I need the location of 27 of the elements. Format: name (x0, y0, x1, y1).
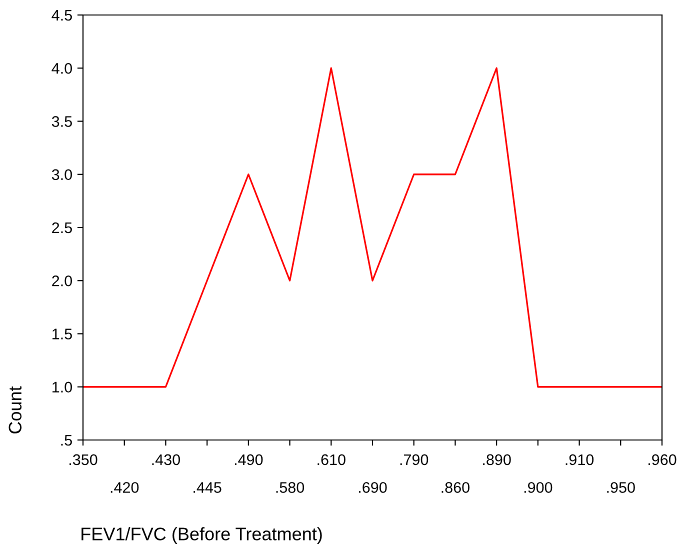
x-tick-label: .430 (152, 454, 180, 466)
x-tick-label: .790 (400, 454, 428, 466)
x-tick-label: .690 (359, 482, 387, 493)
x-tick-label: .610 (318, 454, 346, 466)
y-tick-label: 1.5 (52, 328, 72, 340)
y-axis-title: Count (8, 386, 22, 434)
x-axis-title: FEV1/FVC (Before Treatment) (82, 527, 322, 544)
x-tick-label: .890 (483, 454, 511, 466)
y-tick-label: 4.0 (52, 62, 72, 74)
y-tick-label: 3.0 (52, 169, 72, 180)
y-tick-label: 1.0 (52, 382, 72, 393)
x-tick-label: .960 (648, 454, 676, 466)
x-tick-label: .910 (566, 454, 594, 466)
x-tick-label: .420 (110, 482, 139, 493)
x-tick-label: .580 (276, 482, 304, 493)
y-tick-label: 2.0 (52, 275, 72, 286)
x-tick-label: .950 (607, 482, 635, 493)
x-tick-label: .860 (442, 482, 470, 493)
y-tick-label: 2.5 (52, 222, 72, 234)
x-tick-label: .900 (524, 482, 552, 493)
x-tick-label: .350 (70, 454, 98, 466)
x-tick-label: .445 (194, 482, 222, 493)
x-tick-label: .490 (234, 454, 263, 466)
line-series (83, 67, 662, 388)
y-tick-label: 3.5 (52, 116, 72, 127)
y-tick-label: 4.5 (52, 10, 72, 21)
y-tick-label: .5 (61, 435, 72, 446)
